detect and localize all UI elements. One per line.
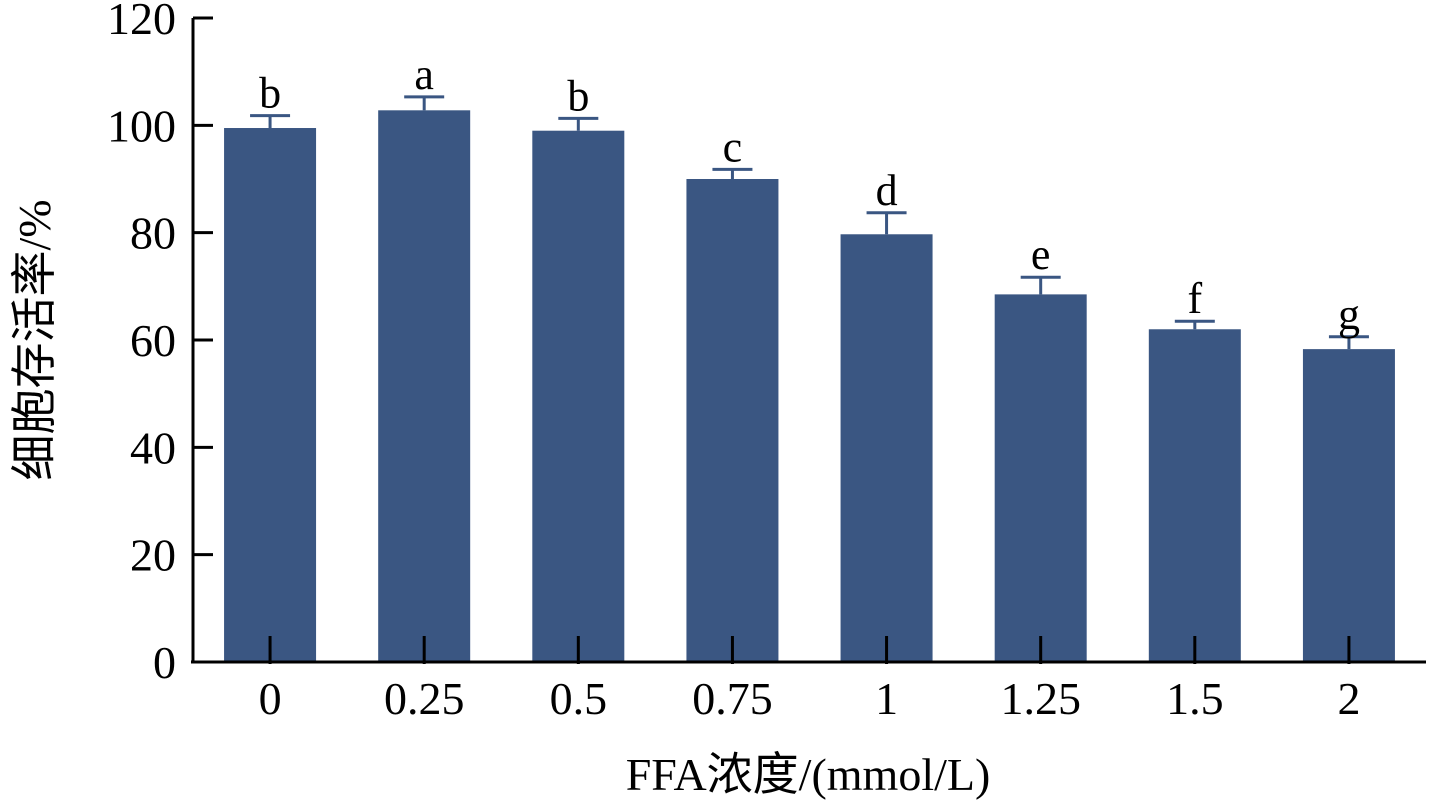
x-tick-label: 2	[1337, 673, 1360, 724]
error-bar-0.75	[712, 167, 753, 179]
significance-label: d	[876, 166, 898, 215]
x-tick-label: 1.5	[1166, 673, 1224, 724]
error-bar-2	[1328, 335, 1369, 350]
significance-label: b	[259, 69, 281, 118]
bar-0	[224, 128, 317, 662]
x-ticks-group: 0 0.25 0.5 0.75 1 1.25 1.5 2	[259, 636, 1360, 724]
significance-label: g	[1338, 290, 1360, 339]
y-tick-label: 40	[130, 422, 176, 473]
bar-1.25	[994, 294, 1087, 662]
x-tick-label: 0.25	[384, 673, 465, 724]
error-bars-group	[250, 95, 1369, 350]
bar-2	[1302, 349, 1395, 662]
y-tick-label: 60	[130, 315, 176, 366]
y-axis-title: 细胞存活率/%	[9, 199, 60, 480]
y-ticks-group: 0 20 40 60 80 100 120	[107, 0, 213, 688]
bar-1	[840, 234, 933, 662]
significance-label: a	[414, 50, 434, 99]
x-tick-label: 1	[875, 673, 898, 724]
error-bar-1.5	[1174, 319, 1215, 330]
error-bar-1	[866, 211, 907, 235]
significance-label: f	[1187, 274, 1202, 323]
error-bar-0	[250, 114, 291, 129]
error-bar-0.5	[558, 116, 599, 131]
bar-0.75	[686, 179, 779, 662]
significance-labels-group: b a b c d e f g	[259, 50, 1360, 339]
x-tick-label: 0.5	[550, 673, 608, 724]
y-tick-label: 120	[107, 0, 176, 44]
x-tick-label: 0	[259, 673, 282, 724]
x-tick-label: 1.25	[1000, 673, 1081, 724]
significance-label: c	[723, 122, 743, 171]
x-axis-title: FFA浓度/(mmol/L)	[626, 749, 991, 800]
bar-0.25	[378, 110, 471, 663]
bar-1.5	[1148, 329, 1241, 662]
significance-label: e	[1031, 230, 1051, 279]
error-bar-1.25	[1020, 275, 1061, 295]
y-tick-label: 20	[130, 530, 176, 581]
error-bar-0.25	[404, 95, 445, 111]
y-tick-label: 80	[130, 208, 176, 259]
bars-group	[224, 110, 1395, 663]
bar-0.5	[532, 130, 625, 662]
significance-label: b	[567, 71, 589, 120]
y-tick-label: 100	[107, 100, 176, 151]
y-tick-label: 0	[153, 637, 176, 688]
x-tick-label: 0.75	[692, 673, 773, 724]
